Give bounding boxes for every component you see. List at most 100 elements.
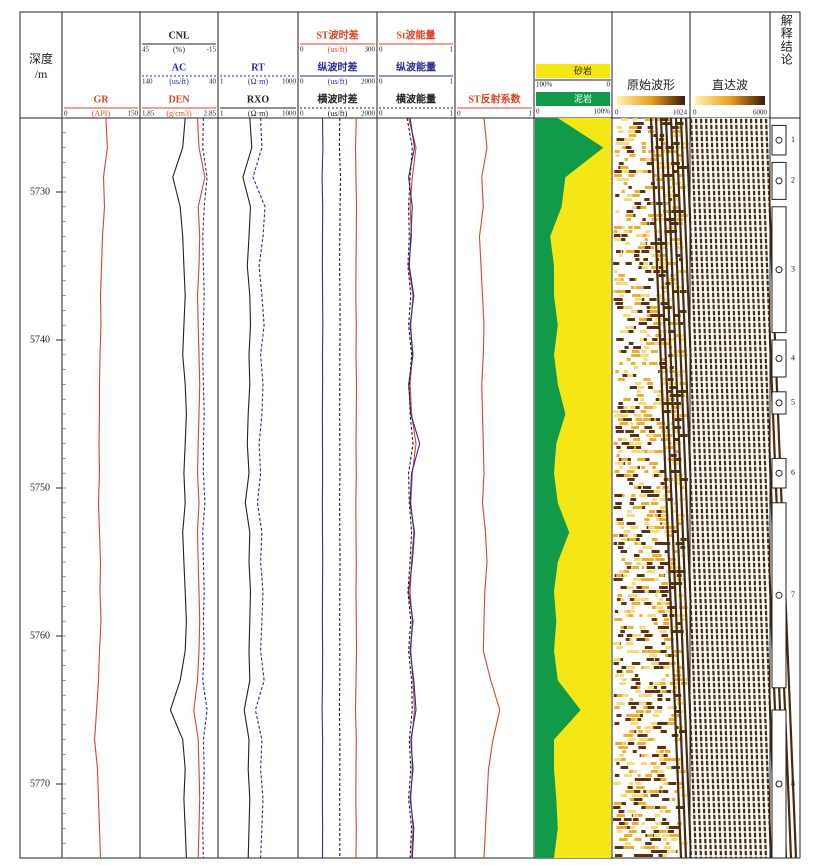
wave-cell [646,382,654,385]
depth-unit: /m [35,67,48,81]
wave-cell [657,774,665,777]
wave-cell [641,650,648,653]
wave-cell [668,330,675,333]
wave-cell [676,522,684,525]
wave-cell [668,446,674,449]
wave-cell [638,322,648,325]
wave-cell [637,246,645,249]
wave-cell [634,382,642,385]
wave-cell [666,826,670,829]
wave-cell [653,778,661,781]
wave-cell [673,698,682,701]
wave-cell [670,526,678,529]
wave-cell [631,350,640,353]
wave-cell [672,206,680,209]
wave-cell [641,502,650,505]
wave-cell [657,746,664,749]
wave-cell [638,402,647,405]
wave-cell [668,654,672,657]
curve-unit: (us/ft) [328,45,348,54]
wave-cell [674,474,683,477]
layer-number: 8 [791,779,795,788]
wave-cell [629,406,636,409]
layer-number: 1 [791,135,795,144]
oil-symbol [775,136,783,144]
wave-cell [634,302,641,305]
wave-cell [630,706,637,709]
wave-cell [630,526,639,529]
wave-cell [669,230,678,233]
wave-cell [660,602,666,605]
wave-cell [625,718,631,721]
wave-cell [635,682,641,685]
curve-unit: (g/cm3) [166,109,192,118]
wave-cell [656,750,664,753]
wave-cell [646,514,654,517]
wave-cell [653,554,662,557]
wave-cell [646,562,653,565]
wave-cell [634,794,644,797]
wave-cell [672,290,680,293]
wave-cell [667,690,673,693]
wave-cell [661,430,670,433]
wave-cell [646,558,655,561]
wave-cell [639,190,646,193]
wave-cell [629,638,633,641]
wave-cell [616,474,625,477]
wave-cell [657,566,664,569]
wave-cell [613,802,622,805]
wave-cell [671,798,676,801]
wave-cell [659,470,666,473]
curve-name: AC [172,62,186,73]
wave-cell [619,302,624,305]
wave-cell [660,590,666,593]
wave-cell [660,514,668,517]
wave-cell [656,250,660,253]
layer-box [771,161,787,200]
wave-cell [635,782,642,785]
wave-cell [638,206,643,209]
wave-cell [635,234,645,237]
wave-cell [655,750,661,753]
wave-cell [650,826,659,829]
wave-cell [634,298,642,301]
wave-cell [629,698,634,701]
wave-cell [631,606,635,609]
wave-cell [673,442,682,445]
wave-cell [625,642,635,645]
wave-cell [658,518,668,521]
wave-cell [659,314,666,317]
wave-cell [620,526,625,529]
wave-cell [679,618,687,621]
wave-cell [646,790,652,793]
wave-cell [622,678,627,681]
scale-right: 1 [450,110,454,118]
wave-cell [616,126,622,129]
wave-cell [635,418,643,421]
wave-cell [658,830,666,833]
wave-cell [657,254,661,257]
wave-cell [615,282,620,285]
wave-cell [665,674,669,677]
layer-box [771,206,787,334]
wave-cell [621,442,628,445]
wave-cell [663,618,670,621]
curve-name: RT [251,62,265,73]
wave-cell [633,718,638,721]
wave-cell [653,134,658,137]
wave-cell [645,710,651,713]
wave-cell [629,798,637,801]
wave-cell [619,578,623,581]
wave-cell [673,566,682,569]
wave-cell [675,394,684,397]
wave-cell [614,618,623,621]
wave-cell [662,818,667,821]
wave-cell [634,790,641,793]
wave-cell [642,170,648,173]
wave-cell [649,790,659,793]
wave-cell [669,758,679,761]
wave-cell [674,790,680,793]
curve-unit: (Ω·m) [248,77,268,86]
curve-unit: (us/ft) [169,77,189,86]
